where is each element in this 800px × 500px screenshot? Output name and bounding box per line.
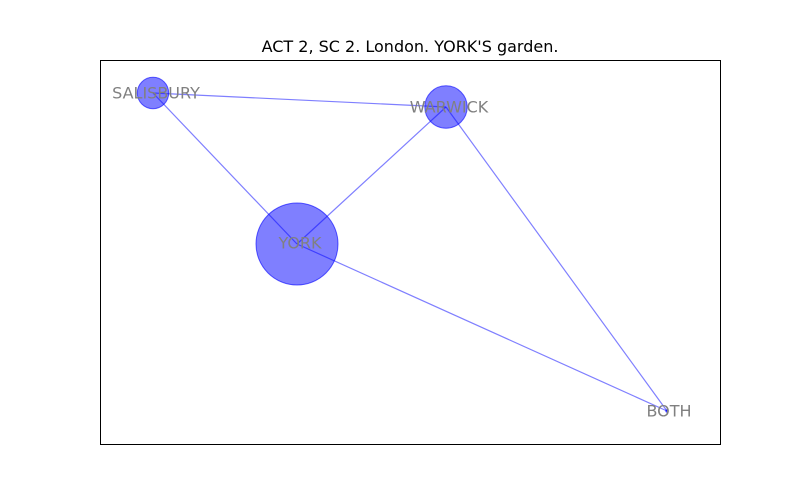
node-layer bbox=[136, 76, 669, 413]
node-both bbox=[665, 409, 669, 413]
edge-salisbury-warwick bbox=[152, 92, 447, 108]
label-layer: YORK SALISBURY WARWICK BOTH bbox=[112, 84, 691, 421]
plot-frame bbox=[100, 60, 721, 445]
node-york bbox=[255, 202, 339, 286]
node-warwick bbox=[424, 85, 468, 129]
node-salisbury bbox=[136, 76, 170, 110]
node-label-york: YORK bbox=[277, 234, 322, 253]
figure-title: ACT 2, SC 2. London. YORK'S garden. bbox=[262, 37, 559, 56]
edge-warwick-both bbox=[445, 106, 668, 412]
edge-york-both bbox=[296, 243, 668, 412]
node-label-warwick: WARWICK bbox=[410, 98, 489, 117]
node-label-both: BOTH bbox=[646, 402, 691, 421]
edge-layer bbox=[152, 92, 668, 412]
node-label-salisbury: SALISBURY bbox=[112, 84, 200, 103]
